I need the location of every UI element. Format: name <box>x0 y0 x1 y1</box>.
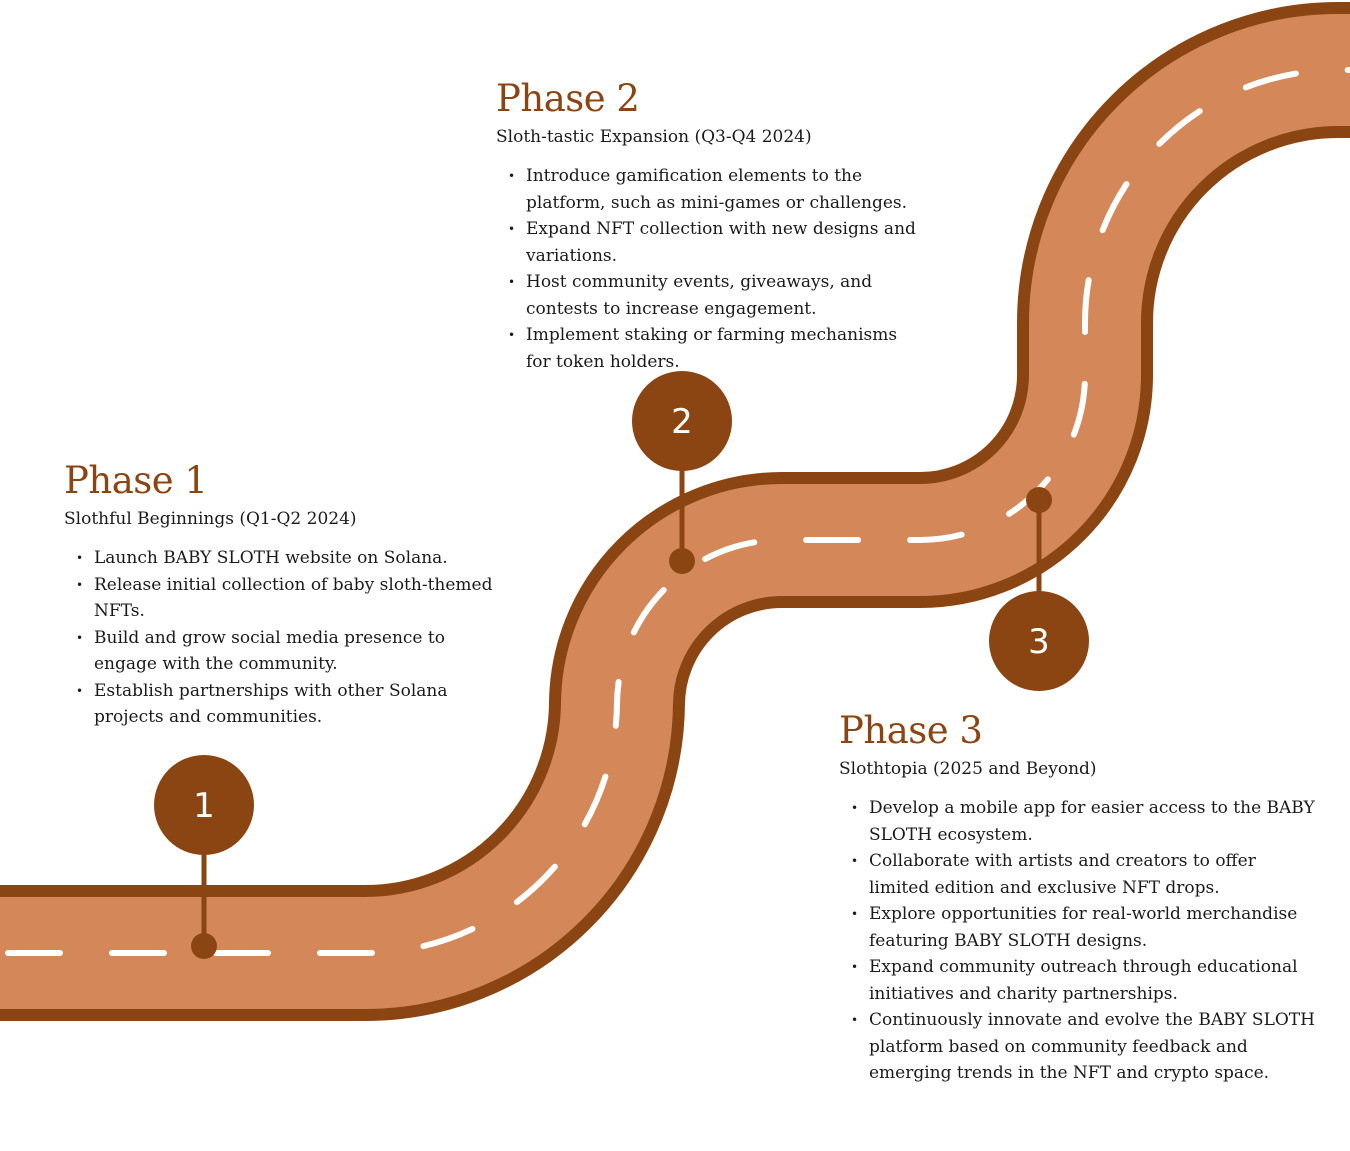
phase-2-item: Expand NFT collection with new designs a… <box>508 216 921 269</box>
phase-2-pin-dot <box>669 548 695 574</box>
phase-1-title: Phase 1 <box>64 459 208 502</box>
phase-1-number-badge <box>154 755 254 855</box>
phase-3-pin-dot <box>1026 487 1052 513</box>
road-center-dashes <box>0 67 1350 956</box>
phase-3-item: Expand community outreach through educat… <box>851 954 1319 1007</box>
phase-2-item: Host community events, giveaways, and co… <box>508 269 921 322</box>
phase-2-list: Introduce gamification elements to the p… <box>496 163 921 375</box>
phase-2-section: Phase 2 Sloth-tastic Expansion (Q3-Q4 20… <box>496 80 921 375</box>
phase-1-marker: 1 <box>154 755 254 959</box>
phase-3-section: Phase 3 Slothtopia (2025 and Beyond) Dev… <box>839 712 1319 1087</box>
phase-2-number: 2 <box>671 402 693 442</box>
phase-3-number-badge <box>989 591 1089 691</box>
phase-3-title: Phase 3 <box>839 709 983 752</box>
phase-3-list: Develop a mobile app for easier access t… <box>839 795 1319 1087</box>
phase-3-item: Develop a mobile app for easier access t… <box>851 795 1319 848</box>
phase-2-title: Phase 2 <box>496 77 640 120</box>
phase-1-number: 1 <box>193 786 215 826</box>
phase-2-item: Introduce gamification elements to the p… <box>508 163 921 216</box>
phase-1-item: Release initial collection of baby sloth… <box>76 572 494 625</box>
phase-2-marker: 2 <box>632 371 732 574</box>
phase-1-item: Launch BABY SLOTH website on Solana. <box>76 545 494 572</box>
phase-3-number: 3 <box>1028 622 1050 662</box>
phase-3-item: Collaborate with artists and creators to… <box>851 848 1319 901</box>
phase-3-item: Continuously innovate and evolve the BAB… <box>851 1007 1319 1087</box>
phase-3-subtitle: Slothtopia (2025 and Beyond) <box>839 759 1097 779</box>
phase-2-number-badge <box>632 371 732 471</box>
phase-3-marker: 3 <box>989 487 1089 691</box>
phase-2-subtitle: Sloth-tastic Expansion (Q3-Q4 2024) <box>496 127 812 147</box>
phase-1-pin-dot <box>191 933 217 959</box>
phase-2-item: Implement staking or farming mechanisms … <box>508 322 921 375</box>
phase-1-item: Build and grow social media presence to … <box>76 625 494 678</box>
phase-1-subtitle: Slothful Beginnings (Q1-Q2 2024) <box>64 509 357 529</box>
phase-1-section: Phase 1 Slothful Beginnings (Q1-Q2 2024)… <box>64 462 494 731</box>
phase-3-item: Explore opportunities for real-world mer… <box>851 901 1319 954</box>
phase-1-item: Establish partnerships with other Solana… <box>76 678 494 731</box>
phase-1-list: Launch BABY SLOTH website on Solana. Rel… <box>64 545 494 731</box>
